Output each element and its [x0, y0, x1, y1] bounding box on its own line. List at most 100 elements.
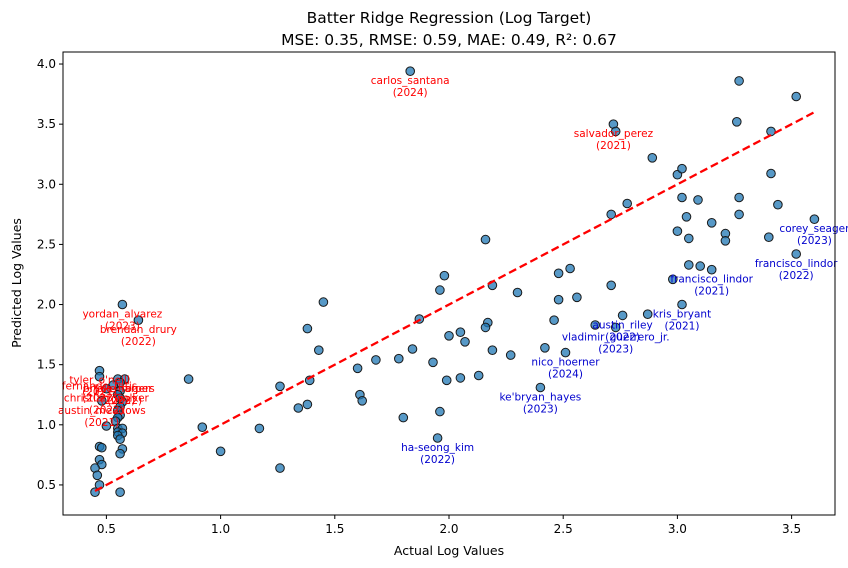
point-annotation: ha-seong_kim (2022) — [401, 442, 474, 466]
data-point — [133, 315, 144, 326]
data-point — [734, 76, 744, 86]
data-point — [766, 168, 776, 179]
data-point — [684, 233, 694, 244]
plot-area — [63, 52, 835, 515]
data-point — [617, 310, 628, 321]
data-point — [764, 232, 774, 242]
data-point — [773, 199, 783, 210]
data-point — [254, 423, 265, 434]
data-point — [480, 322, 491, 333]
y-tick-label: 2.0 — [37, 298, 56, 312]
data-point — [535, 382, 546, 393]
data-point — [352, 363, 363, 374]
point-annotation: christian_walker (2022) — [64, 393, 150, 417]
data-point — [610, 322, 621, 333]
point-annotation: brendan_drury (2022) — [100, 324, 177, 348]
data-point — [115, 434, 125, 445]
x-tick-label: 2.5 — [554, 522, 573, 536]
data-point — [647, 153, 658, 163]
data-point — [606, 280, 617, 291]
data-point — [512, 287, 523, 298]
data-point — [371, 355, 381, 365]
data-point — [394, 353, 404, 364]
data-point — [706, 264, 717, 275]
data-point — [590, 320, 601, 330]
data-point — [606, 209, 617, 220]
data-point — [791, 91, 802, 102]
data-point — [275, 463, 285, 473]
data-point — [560, 347, 571, 358]
point-annotation: austin_riley (2022) — [592, 319, 652, 343]
reference-line — [94, 111, 815, 492]
data-point — [672, 226, 683, 236]
data-point — [549, 315, 559, 326]
data-point — [97, 442, 107, 453]
data-point — [97, 396, 107, 406]
data-point — [115, 448, 125, 459]
point-annotation: yordan_alvarez (2023) — [82, 309, 162, 333]
point-annotation: tyler_o'neill (2021) — [69, 375, 129, 399]
data-point — [734, 192, 744, 203]
data-point — [197, 422, 208, 433]
y-tick-label: 0.5 — [37, 478, 56, 492]
point-annotation: jake_rogers (2022) — [94, 383, 155, 407]
data-point — [766, 126, 776, 137]
data-point — [435, 285, 445, 295]
data-point — [668, 274, 678, 285]
data-point — [460, 337, 470, 347]
y-axis-label: Predicted Log Values — [9, 218, 24, 348]
data-point — [314, 345, 324, 356]
point-annotation: salvador_perez (2021) — [574, 128, 654, 152]
data-point — [693, 195, 703, 205]
y-axis: 0.5 1.0 1.5 2.0 2.5 3.0 3.5 4.0 — [37, 57, 63, 492]
data-point — [642, 309, 653, 320]
chart-title-line1: Batter Ridge Regression (Log Target) — [307, 9, 592, 27]
data-point — [480, 234, 491, 245]
point-annotation: francisco_lindor (2022) — [755, 258, 838, 282]
x-axis: 0.5 1.0 1.5 2.0 2.5 3.0 3.5 — [97, 515, 801, 536]
data-point — [791, 249, 802, 259]
x-tick-label: 3.5 — [782, 522, 801, 536]
data-point — [275, 381, 285, 392]
data-point — [572, 292, 582, 303]
data-point — [695, 261, 706, 271]
y-tick-label: 1.0 — [37, 418, 56, 432]
data-point — [455, 327, 466, 338]
data-point — [677, 163, 687, 174]
point-annotation: ke'bryan_hayes (2023) — [499, 392, 581, 416]
data-point — [405, 66, 416, 76]
x-tick-label: 3.0 — [668, 522, 687, 536]
x-axis-label: Actual Log Values — [394, 543, 504, 558]
point-annotation: corey_seager (2023) — [779, 223, 848, 247]
data-point — [439, 270, 450, 281]
data-point — [553, 294, 564, 305]
x-tick-label: 1.0 — [211, 522, 230, 536]
data-point — [505, 350, 516, 360]
data-point — [540, 343, 550, 353]
data-point — [183, 374, 194, 384]
y-tick-label: 3.5 — [37, 117, 56, 131]
point-annotation: bryce_harper (2023) — [83, 383, 153, 407]
data-point — [435, 406, 445, 417]
data-point — [455, 373, 466, 383]
data-point — [101, 383, 112, 394]
data-point — [677, 299, 687, 310]
data-point — [622, 198, 633, 209]
x-tick-label: 0.5 — [97, 522, 116, 536]
data-point — [115, 487, 125, 498]
data-point — [732, 117, 742, 127]
data-point — [215, 446, 226, 457]
annotation-layer: carlos_santana (2024) salvador_perez (2021)… — [58, 75, 848, 466]
y-tick-label: 4.0 — [37, 57, 56, 71]
data-point — [441, 375, 452, 386]
point-annotation: austin_meadows (2021) — [58, 405, 146, 429]
data-point — [553, 268, 564, 279]
chart-title-line2: MSE: 0.35, RMSE: 0.59, MAE: 0.49, R²: 0.… — [281, 31, 617, 49]
data-point — [473, 370, 484, 381]
y-tick-label: 2.5 — [37, 237, 56, 251]
point-annotation: fernando_tatis (2023) — [62, 381, 137, 405]
data-point — [684, 260, 694, 270]
data-point — [809, 214, 820, 224]
data-point — [293, 403, 304, 413]
